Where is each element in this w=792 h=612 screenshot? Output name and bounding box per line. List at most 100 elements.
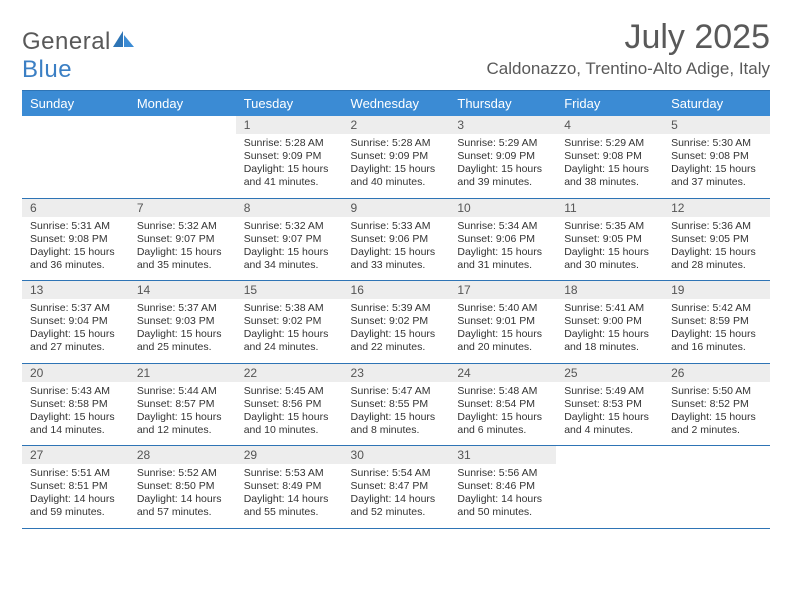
sunrise-text: Sunrise: 5:35 AM (564, 220, 657, 233)
daylight-text: Daylight: 14 hours and 57 minutes. (137, 493, 230, 519)
sunrise-text: Sunrise: 5:28 AM (244, 137, 337, 150)
day-number: 21 (129, 364, 236, 382)
calendar-day-cell: 8Sunrise: 5:32 AMSunset: 9:07 PMDaylight… (236, 198, 343, 281)
day-number: 17 (449, 281, 556, 299)
calendar-day-cell: 14Sunrise: 5:37 AMSunset: 9:03 PMDayligh… (129, 281, 236, 364)
sunset-text: Sunset: 9:05 PM (564, 233, 657, 246)
sunrise-text: Sunrise: 5:37 AM (137, 302, 230, 315)
calendar-day-cell: 12Sunrise: 5:36 AMSunset: 9:05 PMDayligh… (663, 198, 770, 281)
day-body: Sunrise: 5:45 AMSunset: 8:56 PMDaylight:… (236, 382, 343, 446)
day-number: 29 (236, 446, 343, 464)
daylight-text: Daylight: 15 hours and 39 minutes. (457, 163, 550, 189)
day-number: 18 (556, 281, 663, 299)
day-number: 28 (129, 446, 236, 464)
calendar-day-cell (556, 446, 663, 529)
calendar-day-cell: 31Sunrise: 5:56 AMSunset: 8:46 PMDayligh… (449, 446, 556, 529)
header: GeneralBlue July 2025 Caldonazzo, Trenti… (22, 18, 770, 84)
day-body: Sunrise: 5:28 AMSunset: 9:09 PMDaylight:… (236, 134, 343, 198)
day-body: Sunrise: 5:36 AMSunset: 9:05 PMDaylight:… (663, 217, 770, 281)
calendar-day-cell: 23Sunrise: 5:47 AMSunset: 8:55 PMDayligh… (343, 363, 450, 446)
daylight-text: Daylight: 15 hours and 30 minutes. (564, 246, 657, 272)
day-body: Sunrise: 5:54 AMSunset: 8:47 PMDaylight:… (343, 464, 450, 528)
day-body: Sunrise: 5:37 AMSunset: 9:04 PMDaylight:… (22, 299, 129, 363)
calendar-week-row: 20Sunrise: 5:43 AMSunset: 8:58 PMDayligh… (22, 363, 770, 446)
sunrise-text: Sunrise: 5:36 AM (671, 220, 764, 233)
day-body: Sunrise: 5:30 AMSunset: 9:08 PMDaylight:… (663, 134, 770, 198)
day-body (556, 464, 663, 522)
sunset-text: Sunset: 8:50 PM (137, 480, 230, 493)
day-number: 27 (22, 446, 129, 464)
calendar-day-cell: 2Sunrise: 5:28 AMSunset: 9:09 PMDaylight… (343, 116, 450, 198)
sunrise-text: Sunrise: 5:47 AM (351, 385, 444, 398)
sunset-text: Sunset: 9:03 PM (137, 315, 230, 328)
day-body: Sunrise: 5:48 AMSunset: 8:54 PMDaylight:… (449, 382, 556, 446)
calendar-day-cell: 9Sunrise: 5:33 AMSunset: 9:06 PMDaylight… (343, 198, 450, 281)
day-body: Sunrise: 5:53 AMSunset: 8:49 PMDaylight:… (236, 464, 343, 528)
sunrise-text: Sunrise: 5:37 AM (30, 302, 123, 315)
daylight-text: Daylight: 14 hours and 55 minutes. (244, 493, 337, 519)
daylight-text: Daylight: 14 hours and 50 minutes. (457, 493, 550, 519)
day-body: Sunrise: 5:52 AMSunset: 8:50 PMDaylight:… (129, 464, 236, 528)
day-body (663, 464, 770, 522)
brand-logo: GeneralBlue (22, 28, 135, 84)
day-body: Sunrise: 5:42 AMSunset: 8:59 PMDaylight:… (663, 299, 770, 363)
calendar-day-cell: 24Sunrise: 5:48 AMSunset: 8:54 PMDayligh… (449, 363, 556, 446)
day-body: Sunrise: 5:49 AMSunset: 8:53 PMDaylight:… (556, 382, 663, 446)
sunset-text: Sunset: 8:53 PM (564, 398, 657, 411)
day-number: 14 (129, 281, 236, 299)
day-of-week-header: Wednesday (343, 91, 450, 116)
day-body: Sunrise: 5:56 AMSunset: 8:46 PMDaylight:… (449, 464, 556, 528)
calendar-day-cell: 21Sunrise: 5:44 AMSunset: 8:57 PMDayligh… (129, 363, 236, 446)
calendar-day-cell: 26Sunrise: 5:50 AMSunset: 8:52 PMDayligh… (663, 363, 770, 446)
sunrise-text: Sunrise: 5:29 AM (564, 137, 657, 150)
calendar-day-cell: 22Sunrise: 5:45 AMSunset: 8:56 PMDayligh… (236, 363, 343, 446)
daylight-text: Daylight: 15 hours and 6 minutes. (457, 411, 550, 437)
calendar-day-cell: 18Sunrise: 5:41 AMSunset: 9:00 PMDayligh… (556, 281, 663, 364)
calendar-day-cell: 28Sunrise: 5:52 AMSunset: 8:50 PMDayligh… (129, 446, 236, 529)
day-body (129, 134, 236, 192)
day-number: 11 (556, 199, 663, 217)
sunrise-text: Sunrise: 5:39 AM (351, 302, 444, 315)
sail-icon (113, 28, 135, 56)
calendar-head: SundayMondayTuesdayWednesdayThursdayFrid… (22, 91, 770, 116)
day-number: 4 (556, 116, 663, 134)
sunset-text: Sunset: 9:08 PM (30, 233, 123, 246)
day-of-week-header: Sunday (22, 91, 129, 116)
month-title: July 2025 (487, 18, 771, 57)
day-of-week-header: Saturday (663, 91, 770, 116)
calendar-day-cell: 7Sunrise: 5:32 AMSunset: 9:07 PMDaylight… (129, 198, 236, 281)
sunset-text: Sunset: 9:09 PM (244, 150, 337, 163)
sunrise-text: Sunrise: 5:34 AM (457, 220, 550, 233)
calendar-week-row: 1Sunrise: 5:28 AMSunset: 9:09 PMDaylight… (22, 116, 770, 198)
day-number: 15 (236, 281, 343, 299)
daylight-text: Daylight: 15 hours and 36 minutes. (30, 246, 123, 272)
calendar-day-cell: 13Sunrise: 5:37 AMSunset: 9:04 PMDayligh… (22, 281, 129, 364)
daylight-text: Daylight: 15 hours and 8 minutes. (351, 411, 444, 437)
day-body: Sunrise: 5:51 AMSunset: 8:51 PMDaylight:… (22, 464, 129, 528)
sunrise-text: Sunrise: 5:48 AM (457, 385, 550, 398)
calendar-week-row: 13Sunrise: 5:37 AMSunset: 9:04 PMDayligh… (22, 281, 770, 364)
daylight-text: Daylight: 15 hours and 34 minutes. (244, 246, 337, 272)
day-body: Sunrise: 5:32 AMSunset: 9:07 PMDaylight:… (236, 217, 343, 281)
daylight-text: Daylight: 15 hours and 28 minutes. (671, 246, 764, 272)
sunset-text: Sunset: 9:07 PM (137, 233, 230, 246)
sunrise-text: Sunrise: 5:50 AM (671, 385, 764, 398)
day-body: Sunrise: 5:43 AMSunset: 8:58 PMDaylight:… (22, 382, 129, 446)
calendar-day-cell: 16Sunrise: 5:39 AMSunset: 9:02 PMDayligh… (343, 281, 450, 364)
day-number: 19 (663, 281, 770, 299)
day-body: Sunrise: 5:37 AMSunset: 9:03 PMDaylight:… (129, 299, 236, 363)
daylight-text: Daylight: 15 hours and 20 minutes. (457, 328, 550, 354)
day-number: 12 (663, 199, 770, 217)
day-of-week-header: Friday (556, 91, 663, 116)
daylight-text: Daylight: 15 hours and 16 minutes. (671, 328, 764, 354)
daylight-text: Daylight: 14 hours and 59 minutes. (30, 493, 123, 519)
day-body: Sunrise: 5:44 AMSunset: 8:57 PMDaylight:… (129, 382, 236, 446)
daylight-text: Daylight: 15 hours and 12 minutes. (137, 411, 230, 437)
sunset-text: Sunset: 9:04 PM (30, 315, 123, 328)
sunset-text: Sunset: 9:08 PM (671, 150, 764, 163)
sunset-text: Sunset: 8:46 PM (457, 480, 550, 493)
daylight-text: Daylight: 15 hours and 25 minutes. (137, 328, 230, 354)
calendar-day-cell: 29Sunrise: 5:53 AMSunset: 8:49 PMDayligh… (236, 446, 343, 529)
day-number: 13 (22, 281, 129, 299)
day-number: 9 (343, 199, 450, 217)
